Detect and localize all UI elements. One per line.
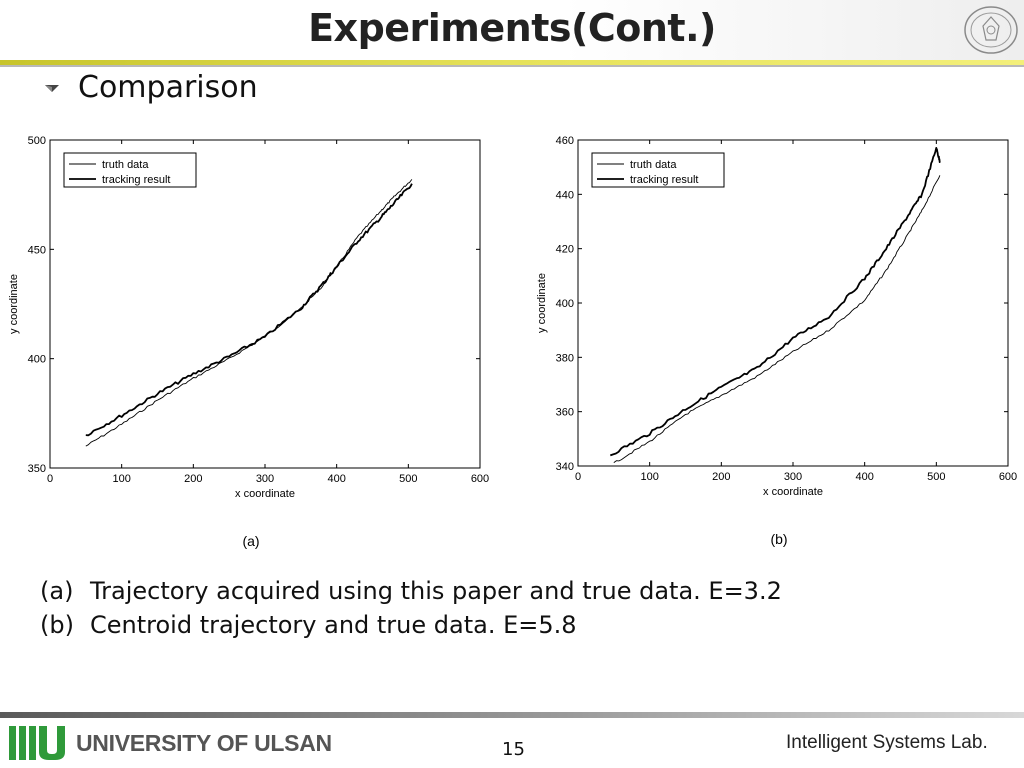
header-rule-shadow <box>0 65 1024 67</box>
chart-b-y-tick-label: 360 <box>556 407 574 419</box>
chart-a-legend-label: truth data <box>102 159 149 171</box>
chart-a-y-tick-label: 500 <box>28 135 46 147</box>
title-bar <box>0 0 1024 60</box>
caption-a-label: (a) <box>40 577 74 605</box>
university-seal-icon <box>964 6 1018 54</box>
chart-a-x-tick-label: 100 <box>112 473 130 485</box>
caption-b-text: Centroid trajectory and true data. E=5.8 <box>90 611 577 639</box>
chart-a-legend-label: tracking result <box>102 174 170 186</box>
footer-bar <box>0 712 1024 718</box>
chart-a-x-tick-label: 300 <box>256 473 274 485</box>
caption-b: (b) Centroid trajectory and true data. E=… <box>40 611 577 639</box>
chart-b-x-tick-label: 600 <box>999 471 1017 483</box>
chart-a-x-tick-label: 500 <box>399 473 417 485</box>
chart-a-sublabel: (a) <box>242 533 259 549</box>
chart-b: 0 100 200 300 400 500 600 340 360 380 400 420 440 460… <box>536 135 1017 547</box>
chart-b-x-tick-label: 500 <box>927 471 945 483</box>
chart-a: 0 100 200 300 400 500 600 350 400 450 500 x coordin… <box>8 135 489 549</box>
chart-b-legend-box <box>591 152 725 188</box>
chart-a-y-tick-label: 450 <box>28 244 46 256</box>
bullet-text: Comparison <box>78 70 258 105</box>
chart-b-sublabel: (b) <box>770 531 787 547</box>
chart-a-x-tick-label: 600 <box>471 473 489 485</box>
chart-a-y-tick-label: 400 <box>28 354 46 366</box>
chart-b-y-tick-label: 400 <box>556 298 574 310</box>
chart-a-series-truth-data-line <box>85 179 413 447</box>
arrow-bullet-icon <box>45 84 59 92</box>
chart-a-y-tick-label: 350 <box>28 463 46 475</box>
chart-b-legend-label: truth data <box>630 159 677 171</box>
chart-a-x-tick-label: 400 <box>327 473 345 485</box>
page-number: 15 <box>502 739 525 760</box>
chart-a-series-tracking-result-line <box>85 183 413 437</box>
bullet-item: Comparison <box>40 70 258 105</box>
chart-a-x-tick-label: 200 <box>184 473 202 485</box>
chart-b-x-tick-label: 400 <box>855 471 873 483</box>
chart-b-y-tick-label: 460 <box>556 135 574 147</box>
caption-b-label: (b) <box>40 611 74 639</box>
chart-b-series-tracking-result-line <box>609 146 941 457</box>
chart-b-y-tick-label: 340 <box>556 461 574 473</box>
chart-b-y-tick-label: 440 <box>556 189 574 201</box>
chart-b-x-tick-label: 200 <box>712 471 730 483</box>
chart-b-x-tick-label: 300 <box>784 471 802 483</box>
slide-title: Experiments(Cont.) <box>308 6 716 50</box>
caption-a: (a) Trajectory acquired using this paper … <box>40 577 782 605</box>
chart-b-plot-frame <box>577 139 1009 467</box>
chart-a-plot-frame <box>49 139 481 469</box>
chart-b-x-tick-label: 100 <box>640 471 658 483</box>
chart-b-x-axis-label: x coordinate <box>763 486 823 498</box>
university-emblem-icon <box>9 726 65 760</box>
chart-b-y-tick-label: 420 <box>556 244 574 256</box>
chart-a-x-axis-label: x coordinate <box>235 488 295 500</box>
chart-b-legend-label: tracking result <box>630 174 698 186</box>
header-rule <box>0 60 1024 65</box>
chart-a-legend-box <box>63 152 197 188</box>
university-name: UNIVERSITY OF ULSAN <box>76 729 332 756</box>
chart-b-y-axis-label: y coordinate <box>536 273 548 333</box>
chart-b-series-truth-data-line <box>613 175 941 463</box>
university-logo: UNIVERSITY OF ULSAN <box>8 724 332 762</box>
chart-b-y-tick-label: 380 <box>556 352 574 364</box>
chart-b-x-tick-label: 0 <box>575 471 581 483</box>
chart-a-y-axis-label: y coordinate <box>8 274 20 334</box>
lab-name: Intelligent Systems Lab. <box>786 732 988 753</box>
chart-a-x-tick-label: 0 <box>47 473 53 485</box>
caption-a-text: Trajectory acquired using this paper and… <box>90 577 782 605</box>
